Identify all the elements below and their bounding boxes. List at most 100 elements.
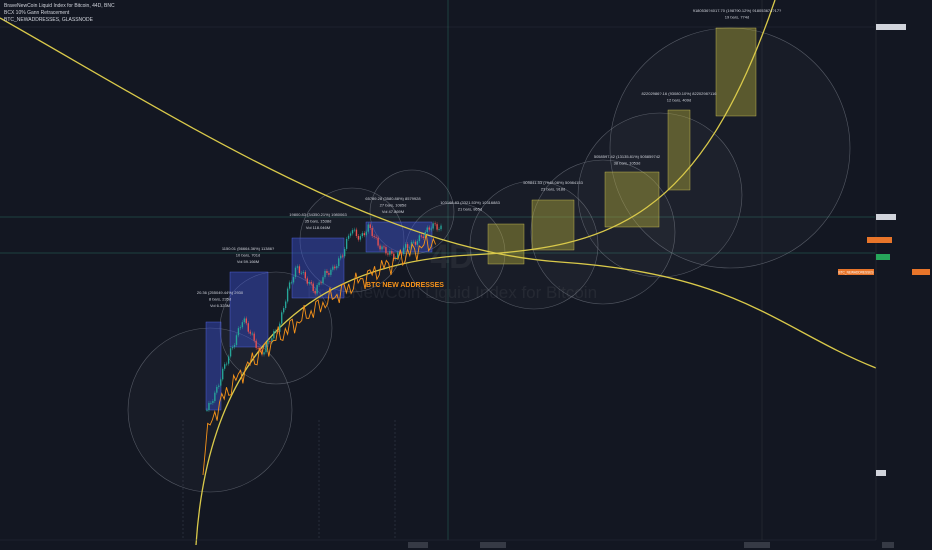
candle-body	[351, 230, 354, 234]
candle-body	[290, 282, 293, 284]
candle-body	[336, 266, 338, 269]
candle-body	[440, 225, 442, 230]
candle-body	[383, 246, 385, 248]
candle-body	[438, 229, 440, 230]
candle-body	[206, 410, 208, 411]
candle-body	[324, 270, 326, 278]
grid	[0, 0, 875, 540]
candle-body	[322, 277, 324, 284]
candle-body	[347, 235, 350, 239]
candle-body	[286, 288, 289, 302]
candle-body	[210, 402, 212, 404]
rally-annotation-8-line-1: 19 bars, 774d	[725, 15, 749, 20]
time-axis[interactable]	[0, 539, 894, 548]
time-badge-1	[408, 542, 428, 548]
candle-body	[231, 347, 234, 349]
candle-body	[269, 340, 271, 343]
rally-annotation-4-line-1: 21 bars, 865d	[458, 207, 482, 212]
rally-annotation-3-line-2: Vol 47.869M	[382, 209, 404, 214]
cycle-circle-6	[530, 159, 676, 305]
cycle-circle-1	[219, 271, 333, 385]
legend-indicator-2[interactable]: BTC_NEWADDRESSES, GLASSNODE	[4, 17, 94, 23]
candle-body	[281, 312, 283, 324]
legend-indicator-1[interactable]: BCX 10% Gann Retracement	[4, 10, 70, 16]
candle-body	[397, 252, 399, 258]
upper-reference-badge	[876, 24, 906, 30]
rally-annotation-2-line-2: Vol 118.046M	[306, 225, 330, 230]
candle-body	[314, 291, 316, 294]
watermark-symbol: 4D	[430, 238, 473, 276]
chart-legend: BraveNewCoin Liquid Index for Bitcoin, 4…	[4, 3, 115, 24]
rally-annotation-0-line-1: 8 bars, 235d	[209, 297, 231, 302]
candle-body	[288, 282, 291, 289]
candle-body	[424, 232, 426, 239]
rally-annotation-4-line-0: 103168.83 (3321.53%) 10316883	[440, 200, 500, 205]
rally-annotation-7-line-1: 12 bars, 409d	[667, 98, 691, 103]
candle-body	[308, 282, 310, 284]
candle-body	[404, 244, 407, 248]
rally-annotation-3-line-0: 65789.28 (3580.88%) 8579928	[365, 196, 421, 201]
candle-body	[338, 258, 340, 267]
candle-body	[253, 333, 255, 341]
rally-annotation-0-line-2: Vol 6.323M	[210, 303, 230, 308]
time-badge-4	[882, 542, 894, 548]
candle-body	[225, 363, 228, 365]
candle-body	[365, 231, 367, 236]
candle-body	[239, 327, 242, 329]
candle-body	[263, 352, 265, 355]
candle-body	[326, 270, 328, 274]
price-scale[interactable]: BTC_NEWADDRESSES	[838, 0, 932, 550]
candle-body	[406, 244, 409, 248]
rally-box-8	[715, 27, 757, 117]
candle-body	[422, 236, 424, 239]
candle-body	[251, 333, 253, 335]
candle-body	[375, 236, 377, 238]
descending-curve	[0, 17, 877, 369]
rally-box-4	[487, 223, 525, 265]
candle-body	[208, 402, 210, 410]
rally-box-5	[531, 199, 575, 251]
candle-body	[361, 233, 364, 237]
candle-body	[428, 227, 430, 230]
candle-body	[391, 251, 393, 254]
candle-body	[340, 255, 342, 259]
candle-body	[402, 247, 405, 255]
rally-box-0	[205, 321, 222, 411]
rally-annotation-6-line-0: 5058597.42 (13135.81%) 505859742	[594, 154, 661, 159]
candle-body	[312, 283, 314, 292]
legend-symbol[interactable]: BraveNewCoin Liquid Index for Bitcoin, 4…	[4, 3, 115, 9]
candle-body	[212, 401, 214, 403]
candle-body	[233, 344, 236, 348]
candle-body	[385, 247, 387, 254]
candle-body	[265, 344, 267, 353]
rally-annotation-6-line-1: 38 bars, 1053d	[614, 161, 641, 166]
candle-body	[357, 235, 360, 240]
candle-body	[416, 241, 419, 245]
rally-annotation-7-line-0: 82202986?.16 (93080.10%) 8220298?116	[642, 91, 718, 96]
gann-curves	[0, 0, 877, 546]
candle-body	[284, 301, 287, 309]
ascending-curve	[195, 0, 776, 546]
candle-body	[369, 224, 371, 228]
rally-annotation-2-line-0: 19800.83 (34350.21%) 1980063	[289, 212, 347, 217]
candle-body	[371, 227, 373, 236]
candle-body	[255, 340, 257, 348]
addresses-label-badge	[838, 269, 874, 275]
candle-body	[389, 251, 391, 255]
candle-body	[273, 331, 275, 339]
overlay-label: BTC NEW ADDRESSES	[366, 282, 444, 289]
rally-annotation-1-line-1: 10 bars, 701d	[236, 253, 260, 258]
candle-body	[237, 328, 240, 336]
candle-body	[300, 272, 303, 274]
candle-body	[222, 368, 224, 380]
candle-body	[275, 330, 277, 332]
candle-body	[334, 266, 336, 269]
candle-body	[318, 282, 320, 286]
watermark-name: BraveNewCoin Liquid Index for Bitcoin	[307, 283, 597, 302]
candle-body	[247, 323, 249, 332]
candle-body	[410, 241, 413, 248]
addresses-label-text: BTC_NEWADDRESSES	[838, 271, 873, 275]
candle-body	[298, 266, 301, 274]
candle-body	[224, 364, 226, 369]
